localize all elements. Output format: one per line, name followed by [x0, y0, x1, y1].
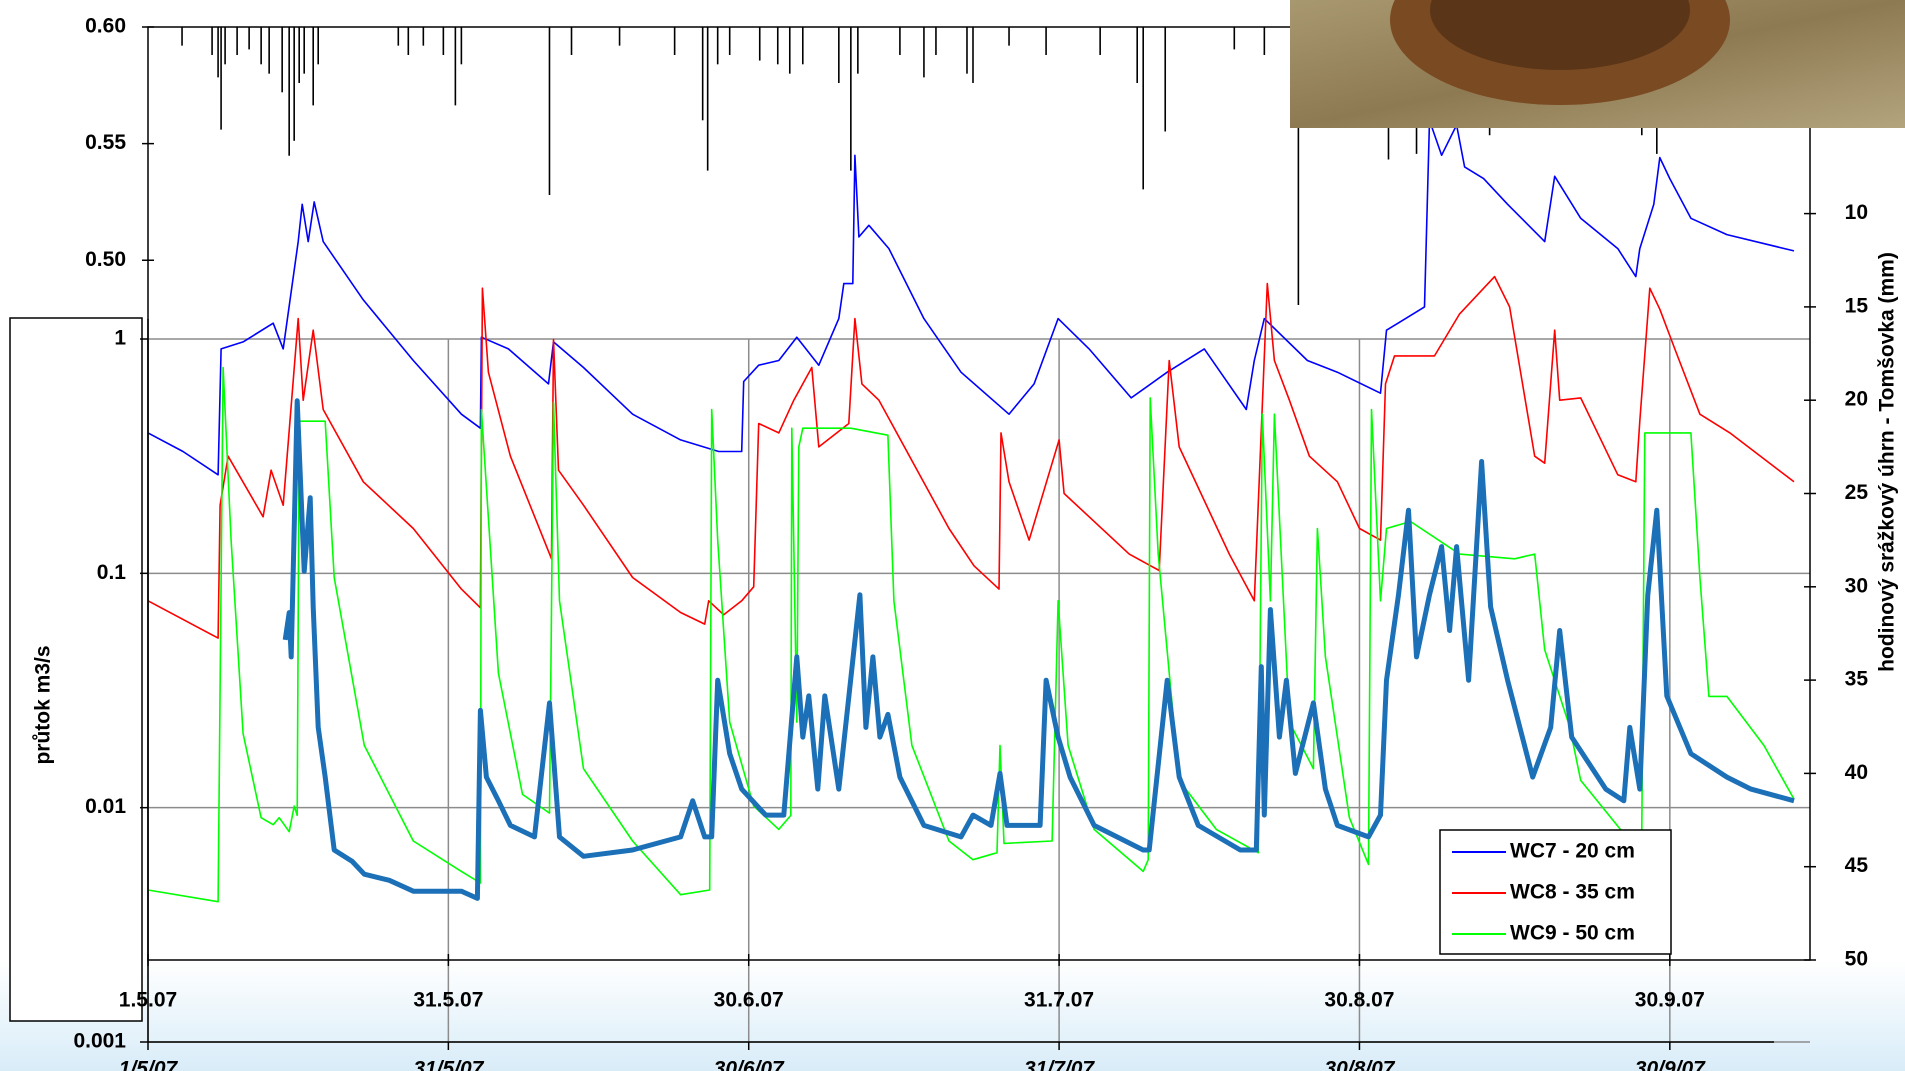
y2-tick-label: 45	[1845, 854, 1869, 877]
y2-tick-label: 10	[1845, 201, 1868, 224]
x-tick-label: 30/8/07	[1324, 1058, 1395, 1071]
x-tick-label: 31/7/07	[1024, 1058, 1095, 1071]
y-tick-label: 0.60	[85, 15, 126, 38]
x-tick-label: 1.5.07	[119, 989, 177, 1012]
photo	[1290, 0, 1905, 128]
y2-tick-label: 20	[1845, 388, 1868, 411]
y2-tick-label: 25	[1845, 481, 1869, 504]
y-axis-label: průtok m3/s	[32, 645, 55, 764]
y-tick-label: 1	[114, 327, 126, 350]
flow-line	[282, 398, 1795, 901]
x-tick-label: 30.8.07	[1324, 989, 1394, 1012]
series-line	[147, 119, 1795, 476]
x-tick-label: 30/9/07	[1635, 1058, 1706, 1071]
series-line	[147, 275, 1795, 639]
y-tick-label: 0.1	[97, 561, 127, 584]
background-decoration	[0, 960, 1905, 1071]
legend-label: WC8 - 35 cm	[1510, 881, 1635, 904]
x-tick-label: 1/5/07	[119, 1058, 179, 1071]
legend-label: WC9 - 50 cm	[1510, 922, 1635, 945]
y2-tick-label: 30	[1845, 574, 1868, 597]
legend: WC7 - 20 cm WC8 - 35 cm WC9 - 50 cm	[1439, 829, 1672, 955]
y2-tick-label: 35	[1845, 668, 1869, 691]
y-tick-label: 0.55	[85, 131, 126, 154]
x-tick-label: 31.5.07	[413, 989, 483, 1012]
y2-axis-label: hodinový srážkový úhrn - Tomšovka (mm)	[1876, 252, 1899, 672]
x-tick-label: 30.9.07	[1635, 989, 1705, 1012]
x-tick-label: 30/6/07	[714, 1058, 785, 1071]
label-layer: 0.60 0.55 0.50 10 15 20 25 30 35 40 45 50 hodinový s…	[85, 15, 1898, 1012]
x-tick-label: 31/5/07	[413, 1058, 484, 1071]
y2-tick-label: 40	[1845, 761, 1868, 784]
flow-axis-box	[9, 317, 143, 1022]
y-tick-label: 0.50	[85, 248, 126, 271]
y-tick-label: 0.001	[73, 1030, 126, 1053]
y-tick-label: 0.01	[85, 795, 126, 818]
y2-tick-label: 50	[1845, 948, 1868, 971]
series-line	[147, 366, 1795, 903]
photo-pit-inner	[1430, 0, 1690, 70]
x-tick-label: 31.7.07	[1024, 989, 1094, 1012]
line-layer	[147, 119, 1795, 903]
x-tick-label: 30.6.07	[714, 989, 784, 1012]
y2-tick-label: 15	[1845, 294, 1869, 317]
legend-label: WC7 - 20 cm	[1510, 840, 1635, 863]
axis-layer	[142, 26, 1816, 1050]
